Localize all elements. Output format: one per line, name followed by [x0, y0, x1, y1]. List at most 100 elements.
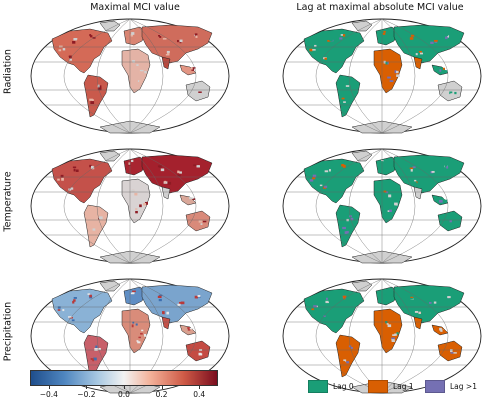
- map-pixel: [144, 333, 147, 337]
- map-pixel: [450, 352, 455, 354]
- map-pixel: [136, 340, 139, 342]
- map-pixel: [347, 88, 351, 91]
- map-pixel: [194, 295, 198, 299]
- map-pixel: [343, 296, 346, 300]
- map-pixel: [138, 210, 141, 212]
- continent-australia: [185, 340, 211, 362]
- map-pixel: [193, 164, 197, 167]
- colorbar-tick: [199, 386, 201, 389]
- map-pixel: [341, 97, 345, 100]
- map-pixel: [350, 346, 353, 349]
- map-pixel: [164, 180, 167, 184]
- map-pixel: [202, 93, 205, 96]
- map-pixel: [444, 164, 448, 168]
- map-pixel: [453, 352, 457, 354]
- map-pixel: [388, 207, 392, 210]
- continent-africa: [121, 178, 151, 224]
- map-pixel: [450, 349, 453, 353]
- map-pixel: [190, 66, 193, 70]
- map-pixel: [131, 324, 134, 328]
- map-pixel: [198, 352, 202, 355]
- map-pixel: [92, 228, 96, 231]
- map-pixel: [68, 188, 72, 191]
- map-pixel: [69, 317, 73, 319]
- map-pixel: [392, 334, 395, 336]
- map-pixel: [187, 327, 191, 331]
- legend-lag0-swatch: [308, 380, 328, 393]
- continent-india: [413, 56, 423, 70]
- map-pixel: [180, 301, 185, 305]
- map-pixel: [449, 91, 453, 95]
- map-pixel: [324, 57, 327, 60]
- map-pixel: [452, 222, 455, 225]
- graticule-meridian: [129, 18, 197, 134]
- map-pixel: [349, 215, 352, 218]
- map-pixel: [74, 38, 78, 40]
- continent-asia: [141, 24, 213, 64]
- map-pixel: [177, 39, 179, 43]
- map-pixel: [73, 297, 77, 299]
- map-pixel: [391, 337, 395, 340]
- continent-africa: [121, 48, 151, 94]
- map-pixel: [58, 45, 63, 48]
- map-pixel: [340, 34, 344, 36]
- continent-india: [161, 56, 171, 70]
- row-label-radiation: Radiation: [2, 49, 14, 94]
- map-pixel: [396, 70, 399, 74]
- map-pixel: [342, 226, 346, 230]
- map-pixel: [89, 164, 92, 168]
- continent-india: [161, 316, 171, 330]
- lag-map-precipitation: [282, 278, 482, 394]
- map-pixel: [132, 321, 135, 324]
- map-pixel: [90, 165, 94, 169]
- map-pixel: [409, 167, 414, 169]
- map-pixel: [137, 341, 141, 344]
- map-pixel: [396, 74, 400, 77]
- map-pixel: [415, 53, 418, 56]
- map-pixel: [439, 199, 443, 203]
- map-pixel: [313, 305, 317, 308]
- map-pixel: [442, 67, 445, 70]
- map-pixel: [410, 34, 415, 37]
- map-pixel: [157, 295, 162, 298]
- map-pixel: [391, 340, 396, 342]
- left-column-title: Maximal MCI value: [90, 2, 180, 13]
- map-pixel: [329, 38, 333, 42]
- map-pixel: [381, 160, 384, 163]
- colorbar-tick-label: 0.4: [193, 390, 206, 399]
- map-pixel: [200, 223, 203, 225]
- map-pixel: [178, 301, 183, 305]
- map-pixel: [410, 169, 413, 172]
- map-pixel: [339, 163, 342, 166]
- map-pixel: [414, 35, 418, 39]
- lag-map-radiation: [282, 18, 482, 134]
- map-pixel: [383, 190, 387, 193]
- graticule-meridian: [348, 278, 383, 394]
- map-pixel: [196, 165, 201, 168]
- map-pixel: [383, 30, 386, 33]
- map-pixel: [323, 315, 326, 317]
- map-pixel: [431, 170, 435, 173]
- map-pixel: [380, 294, 383, 297]
- map-pixel: [132, 290, 136, 293]
- map-pixel: [346, 361, 350, 364]
- continent-asia: [393, 284, 465, 324]
- map-pixel: [139, 69, 144, 72]
- row-label-precipitation: Precipitation: [2, 301, 14, 362]
- map-pixel: [439, 69, 442, 72]
- graticule-meridian: [315, 18, 383, 134]
- continent-seasia: [179, 194, 197, 206]
- map-pixel: [73, 299, 76, 302]
- graticule-meridian: [129, 148, 197, 264]
- map-pixel: [409, 297, 413, 300]
- legend-lag-gt1: Lag >1: [425, 380, 477, 393]
- map-pixel: [441, 197, 444, 200]
- map-pixel: [60, 174, 64, 178]
- map-pixel: [72, 166, 77, 169]
- map-pixel: [312, 177, 316, 180]
- map-pixel: [71, 319, 75, 322]
- map-pixel: [342, 164, 346, 168]
- map-pixel: [342, 361, 346, 364]
- map-pixel: [179, 171, 182, 174]
- map-pixel: [92, 358, 95, 362]
